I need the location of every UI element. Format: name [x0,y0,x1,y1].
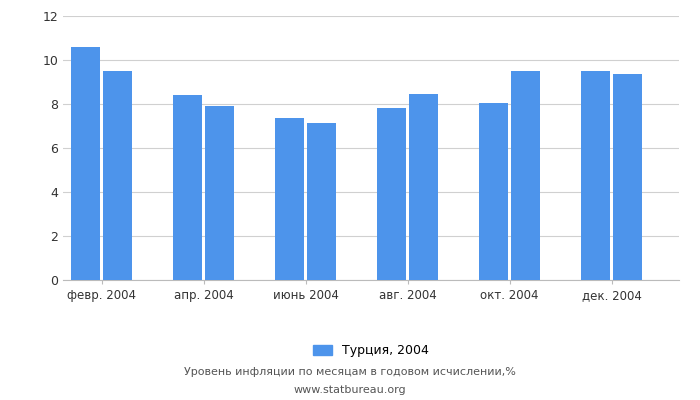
Bar [582,70,610,280]
Bar [71,46,100,280]
Bar [410,94,438,280]
Bar [275,118,304,280]
Text: www.statbureau.org: www.statbureau.org [294,385,406,395]
Text: Уровень инфляции по месяцам в годовом исчислении,%: Уровень инфляции по месяцам в годовом ис… [184,367,516,377]
Bar [174,95,202,280]
Bar [205,106,234,280]
Bar [307,123,336,280]
Bar [103,71,132,280]
Bar [613,74,642,280]
Legend: Турция, 2004: Турция, 2004 [308,339,434,362]
Bar [480,103,508,280]
Bar [377,108,406,280]
Bar [511,72,540,280]
